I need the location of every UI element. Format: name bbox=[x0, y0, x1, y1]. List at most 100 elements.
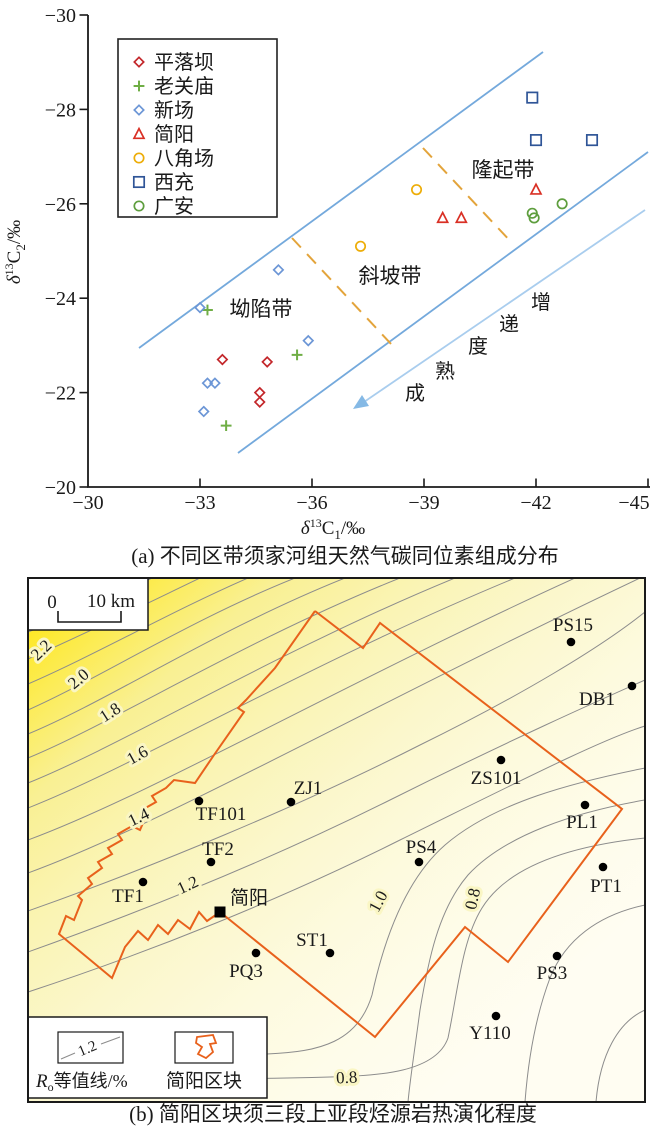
scatter-point-triangle bbox=[132, 126, 146, 140]
y-axis-symbol: δ bbox=[4, 274, 25, 284]
scatter-point-plus bbox=[291, 349, 303, 361]
scatter-point-circle bbox=[556, 198, 568, 210]
x-axis-unit: /‰ bbox=[341, 518, 365, 539]
scatter-point-triangle bbox=[436, 210, 450, 224]
well-marker bbox=[491, 1011, 501, 1021]
contour-legend-label: Ro等值线/% bbox=[35, 1071, 128, 1094]
scatter-points bbox=[194, 91, 599, 432]
legend-item-label: 广安 bbox=[154, 195, 194, 218]
well-marker bbox=[251, 948, 261, 958]
axis-ticks: −30 −33 −36 −39 −42 −45 −30 −28 −26 −24 −22 −20 bbox=[45, 5, 650, 514]
ro-label-rest: 等值线/% bbox=[54, 1071, 128, 1091]
legend-item-label: 新场 bbox=[154, 99, 194, 122]
well-marker bbox=[598, 862, 608, 872]
zone-band-line bbox=[138, 51, 544, 349]
scatter-point-diamond bbox=[216, 353, 229, 366]
scatter-point-circle bbox=[133, 152, 145, 164]
y-tick-label: −24 bbox=[45, 288, 76, 310]
ro-subscript: o bbox=[48, 1080, 54, 1094]
maturity-text-char: 递 bbox=[499, 313, 519, 336]
x-axis-letter: C bbox=[322, 518, 335, 539]
well-label: PQ3 bbox=[229, 961, 263, 982]
zone-label: 坳陷带 bbox=[230, 297, 293, 321]
scatter-point-triangle bbox=[454, 210, 468, 224]
jianyang-block-boundary bbox=[57, 610, 624, 1039]
y-axis-unit: /‰ bbox=[4, 220, 25, 244]
x-tick-label: −42 bbox=[520, 492, 551, 514]
scalebar-bracket bbox=[57, 611, 122, 623]
scatter-point-circle bbox=[354, 240, 367, 252]
map-legend: 1.2 Ro等值线/% 简阳区块 bbox=[27, 1016, 268, 1099]
maturity-trend-line bbox=[363, 209, 646, 403]
scatter-point-diamond bbox=[209, 377, 221, 390]
y-tick-label: −22 bbox=[45, 383, 76, 405]
well-marker bbox=[566, 637, 576, 647]
well-label: DB1 bbox=[579, 689, 615, 710]
scatter-point-square bbox=[132, 175, 146, 189]
scatter-point-triangle bbox=[529, 182, 543, 195]
contour-legend-swatch bbox=[57, 1031, 124, 1064]
scatter-point-circle bbox=[410, 184, 423, 196]
well-label: Y110 bbox=[469, 1023, 511, 1044]
well-label: PS3 bbox=[537, 963, 568, 984]
x-tick-label: −39 bbox=[408, 492, 439, 514]
zone-divider-dashed-line bbox=[291, 237, 393, 346]
scatter-point-plus bbox=[220, 420, 232, 432]
scatter-point-plus bbox=[133, 80, 145, 92]
y-tick-label: −20 bbox=[45, 477, 76, 499]
map-background bbox=[28, 578, 645, 1102]
maturity-text-char: 熟 bbox=[435, 360, 455, 383]
x-tick-label: −45 bbox=[618, 492, 649, 514]
scalebar-zero: 0 bbox=[47, 592, 57, 613]
contour-label: 0.8 bbox=[336, 1067, 358, 1087]
x-axis-label: δ13C1/‰ bbox=[301, 516, 365, 542]
block-legend-icon bbox=[195, 1034, 218, 1060]
well-marker bbox=[194, 796, 204, 806]
scatter-point-diamond bbox=[197, 405, 210, 418]
well-label: ZJ1 bbox=[294, 778, 323, 799]
scatter-point-diamond bbox=[133, 104, 145, 116]
caption-panel-a: (a) 不同区带须家河组天然气碳同位素组成分布 bbox=[131, 544, 559, 568]
maturity-text-char: 成 bbox=[405, 382, 425, 405]
town-square-marker bbox=[214, 906, 226, 918]
well-marker bbox=[138, 877, 148, 887]
scatter-point-diamond bbox=[194, 301, 206, 314]
y-tick-label: −26 bbox=[45, 194, 76, 216]
well-label: TF2 bbox=[202, 839, 234, 860]
town-label: 简阳 bbox=[230, 887, 268, 909]
y-axis-superscript: 13 bbox=[2, 263, 16, 275]
well-label: PS15 bbox=[553, 615, 593, 636]
y-axis-subscript: 2 bbox=[13, 244, 28, 251]
panel-b-contour-map: 2.22.01.81.61.41.21.0 0.80.8 PS15DB1ZS101… bbox=[24, 577, 646, 1126]
legend-item-label: 八角场 bbox=[154, 147, 214, 170]
legend-item-label: 老关庙 bbox=[154, 75, 214, 98]
scatter-point-plus bbox=[202, 304, 213, 316]
x-tick-label: −33 bbox=[184, 492, 215, 514]
well-marker bbox=[286, 797, 296, 807]
map-frame bbox=[27, 577, 646, 1103]
map-scalebar: 0 10 km bbox=[27, 577, 149, 631]
x-tick-label: −30 bbox=[72, 492, 103, 514]
scatter-point-square bbox=[526, 91, 539, 104]
well-label: PT1 bbox=[590, 876, 622, 897]
scatter-point-diamond bbox=[302, 334, 315, 347]
scatter-point-circle bbox=[133, 200, 145, 212]
scatter-point-square bbox=[529, 134, 543, 147]
caption-panel-b: (b) 简阳区块须三段上亚段烃源岩热演化程度 bbox=[129, 1102, 537, 1126]
zone-band-line bbox=[237, 151, 649, 454]
scatter-point-diamond bbox=[272, 263, 285, 276]
well-label: PS4 bbox=[406, 837, 437, 858]
well-markers: PS15 DB1 ZS101 PL1 PT1 PS3 Y110 PS4 ZJ1 TF101 TF2 T… bbox=[112, 615, 637, 1044]
y-tick-label: −28 bbox=[45, 99, 76, 121]
x-axis-superscript: 13 bbox=[310, 516, 322, 530]
ro-symbol: R bbox=[35, 1071, 48, 1092]
legend-item-label: 西充 bbox=[154, 171, 194, 194]
well-label: ST1 bbox=[296, 930, 328, 951]
well-marker bbox=[627, 681, 637, 691]
scatter-point-circle bbox=[528, 212, 540, 224]
well-marker bbox=[206, 857, 216, 867]
scatter-point-diamond bbox=[253, 396, 266, 408]
